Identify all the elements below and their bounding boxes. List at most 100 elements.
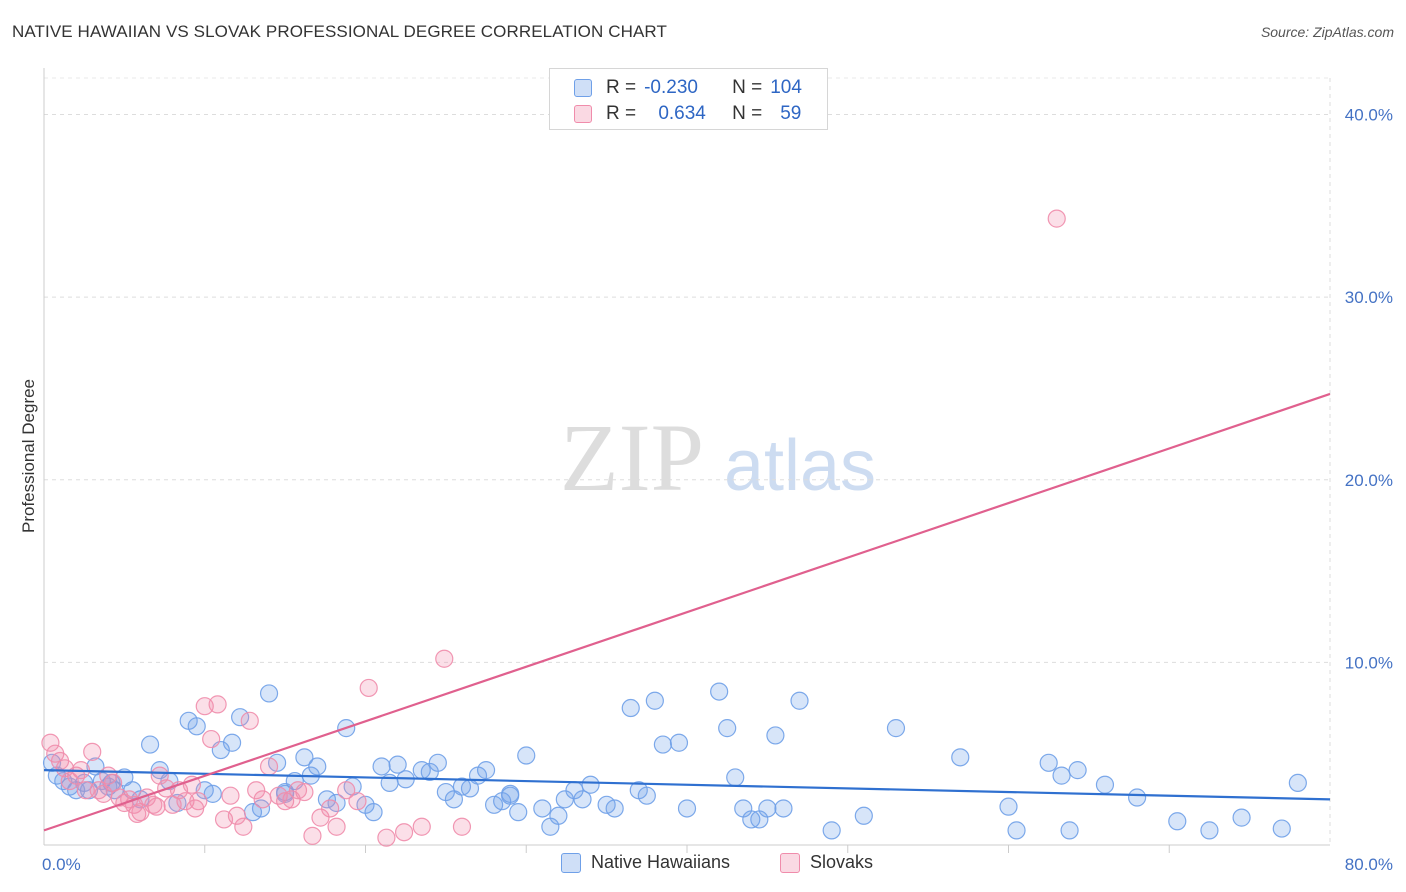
data-point bbox=[645, 691, 664, 710]
data-point bbox=[822, 821, 841, 840]
data-point bbox=[186, 799, 205, 818]
data-point bbox=[460, 779, 480, 798]
data-point bbox=[372, 757, 391, 776]
data-point bbox=[1095, 775, 1115, 794]
data-point bbox=[388, 755, 407, 774]
data-point bbox=[227, 806, 246, 825]
data-point bbox=[231, 708, 250, 727]
data-point bbox=[637, 786, 656, 805]
data-point bbox=[581, 775, 600, 794]
data-point bbox=[327, 817, 346, 836]
data-point bbox=[187, 717, 206, 736]
data-point bbox=[1232, 808, 1251, 827]
y-tick-label: 40.0% bbox=[1345, 106, 1393, 125]
data-point bbox=[144, 795, 163, 814]
data-point bbox=[1168, 812, 1187, 831]
data-point bbox=[1068, 761, 1087, 780]
data-point bbox=[452, 817, 472, 836]
x-tick-label: 80.0% bbox=[1345, 855, 1393, 874]
legend-n-value: 104 bbox=[770, 77, 802, 98]
legend-item-slovaks[interactable]: Slovaks bbox=[780, 852, 873, 873]
legend-r-value: -0.230 bbox=[644, 77, 698, 98]
trend-line-1 bbox=[43, 392, 1331, 832]
data-point bbox=[1047, 209, 1066, 228]
data-point bbox=[718, 719, 737, 738]
data-point bbox=[247, 781, 266, 800]
data-point bbox=[1052, 766, 1071, 785]
axes bbox=[43, 68, 1330, 853]
data-point bbox=[1272, 819, 1291, 838]
data-point bbox=[295, 748, 314, 767]
data-point bbox=[790, 691, 809, 710]
data-point bbox=[147, 797, 166, 816]
data-point bbox=[605, 799, 624, 818]
data-point bbox=[951, 748, 970, 767]
legend-label-slovaks: Slovaks bbox=[810, 852, 874, 872]
data-point bbox=[348, 792, 367, 811]
legend-r-label: R = bbox=[606, 77, 637, 98]
legend-n-value: 59 bbox=[780, 103, 802, 124]
data-point bbox=[501, 784, 520, 803]
data-point bbox=[621, 698, 640, 718]
legend-n-label: N = bbox=[732, 103, 763, 124]
legend-swatch-slovaks bbox=[574, 105, 592, 123]
data-point bbox=[509, 803, 528, 822]
legend-label-native-hawaiians: Native Hawaiians bbox=[591, 852, 731, 872]
data-point bbox=[240, 711, 259, 730]
legend-item-native-hawaiians[interactable]: Native Hawaiians bbox=[561, 852, 730, 873]
series-1-points bbox=[41, 209, 1066, 847]
legend-row-native-hawaiians: R = -0.230 N = 104 bbox=[574, 76, 802, 100]
data-point bbox=[412, 817, 431, 836]
data-point bbox=[1039, 753, 1058, 772]
data-point bbox=[1200, 821, 1219, 840]
data-point bbox=[1127, 788, 1147, 807]
data-point bbox=[176, 792, 195, 811]
data-point bbox=[1007, 821, 1026, 840]
data-point bbox=[854, 806, 873, 825]
data-point bbox=[208, 695, 227, 714]
data-point bbox=[259, 684, 279, 703]
data-point bbox=[886, 719, 906, 738]
data-point bbox=[41, 733, 60, 752]
data-point bbox=[435, 649, 454, 668]
legend-row-slovaks: R = 0.634 N = 59 bbox=[574, 102, 801, 126]
data-point bbox=[202, 729, 221, 749]
series-0-points bbox=[42, 682, 1307, 840]
data-point bbox=[573, 790, 592, 809]
data-point bbox=[303, 826, 322, 845]
data-point bbox=[295, 782, 314, 802]
data-point bbox=[311, 808, 330, 827]
data-point bbox=[288, 781, 308, 800]
data-point bbox=[533, 799, 552, 818]
y-axis-label: Professional Degree bbox=[19, 379, 38, 533]
data-point bbox=[549, 806, 568, 825]
data-point bbox=[428, 753, 447, 772]
data-point bbox=[517, 746, 536, 765]
y-tick-label: 10.0% bbox=[1345, 653, 1393, 672]
data-point bbox=[222, 733, 242, 752]
y-tick-label: 20.0% bbox=[1345, 471, 1393, 490]
data-point bbox=[999, 797, 1018, 816]
watermark: ZIP atlas bbox=[560, 404, 876, 511]
legend-swatch-slovaks bbox=[780, 852, 800, 873]
data-point bbox=[253, 790, 272, 809]
data-point bbox=[774, 799, 793, 818]
legend-swatch-native-hawaiians bbox=[561, 852, 581, 873]
legend-r-value: 0.634 bbox=[658, 103, 706, 124]
data-point bbox=[128, 804, 147, 824]
data-point bbox=[1288, 773, 1307, 793]
trend-line-0 bbox=[43, 769, 1331, 801]
legend-r-label: R = bbox=[606, 103, 637, 124]
data-point bbox=[710, 682, 729, 701]
data-point bbox=[83, 742, 102, 761]
legend-n-label: N = bbox=[732, 77, 763, 98]
series-legend: Native Hawaiians Slovaks bbox=[0, 852, 1406, 878]
legend-swatch-native-hawaiians bbox=[574, 79, 592, 97]
data-point bbox=[669, 733, 689, 752]
data-point bbox=[337, 781, 356, 800]
data-point bbox=[140, 735, 160, 754]
stats-legend: R = -0.230 N = 104 R = 0.634 N = 59 bbox=[549, 68, 828, 130]
data-point bbox=[555, 790, 574, 809]
x-tick-label: 0.0% bbox=[42, 855, 81, 874]
